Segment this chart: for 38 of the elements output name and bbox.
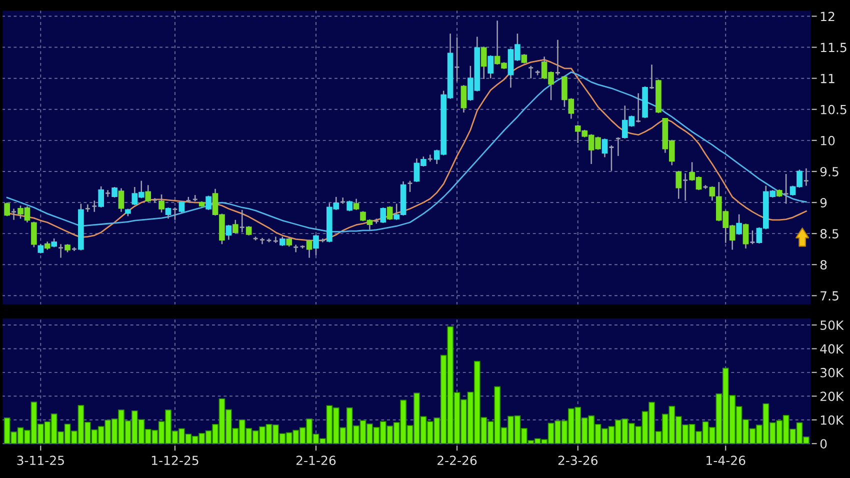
candlestick: [460, 84, 467, 114]
candlestick: [386, 206, 393, 221]
candlestick: [118, 188, 124, 212]
y-tick-label: 7.5: [820, 291, 838, 301]
y-tick-label: 12: [820, 12, 834, 21]
y-tick-label: 9: [820, 198, 827, 208]
y-tick-label: 8.5: [820, 229, 838, 238]
candlestick: [178, 200, 185, 214]
x-tick-label: 2-2-26: [438, 456, 477, 466]
y-tick-label: 10K: [820, 415, 844, 425]
y-tick-label: 20K: [820, 392, 844, 402]
x-tick-label: 1-12-25: [152, 456, 198, 466]
y-tick-label: 30K: [820, 368, 844, 378]
y-tick-label: 40K: [820, 344, 844, 354]
candlestick: [488, 54, 494, 79]
candlestick: [480, 46, 487, 80]
candlestick: [353, 198, 360, 211]
candlestick: [31, 221, 37, 248]
x-tick-label: 1-4-26: [706, 456, 746, 466]
candlestick: [206, 195, 212, 211]
candlestick: [736, 214, 742, 236]
y-tick-label: 10: [820, 136, 835, 146]
candlestick: [158, 194, 164, 214]
x-tick-label: 3-11-25: [17, 456, 64, 466]
candlestick: [226, 224, 232, 240]
x-tick-label: 2-3-26: [558, 456, 598, 466]
y-tick-label: 50K: [820, 320, 844, 330]
y-tick-label: 0: [820, 439, 827, 449]
candlestick: [38, 243, 44, 254]
y-tick-label: 9.5: [820, 166, 838, 176]
candlestick: [742, 223, 749, 250]
x-tick-label: 2-1-26: [296, 456, 336, 466]
candlestick: [521, 53, 528, 64]
y-tick-label: 8: [820, 260, 827, 270]
candlestick: [286, 236, 292, 248]
y-tick-label: 11.5: [820, 42, 846, 52]
y-tick-label: 11: [820, 74, 834, 84]
y-tick-label: 10.5: [820, 104, 846, 114]
